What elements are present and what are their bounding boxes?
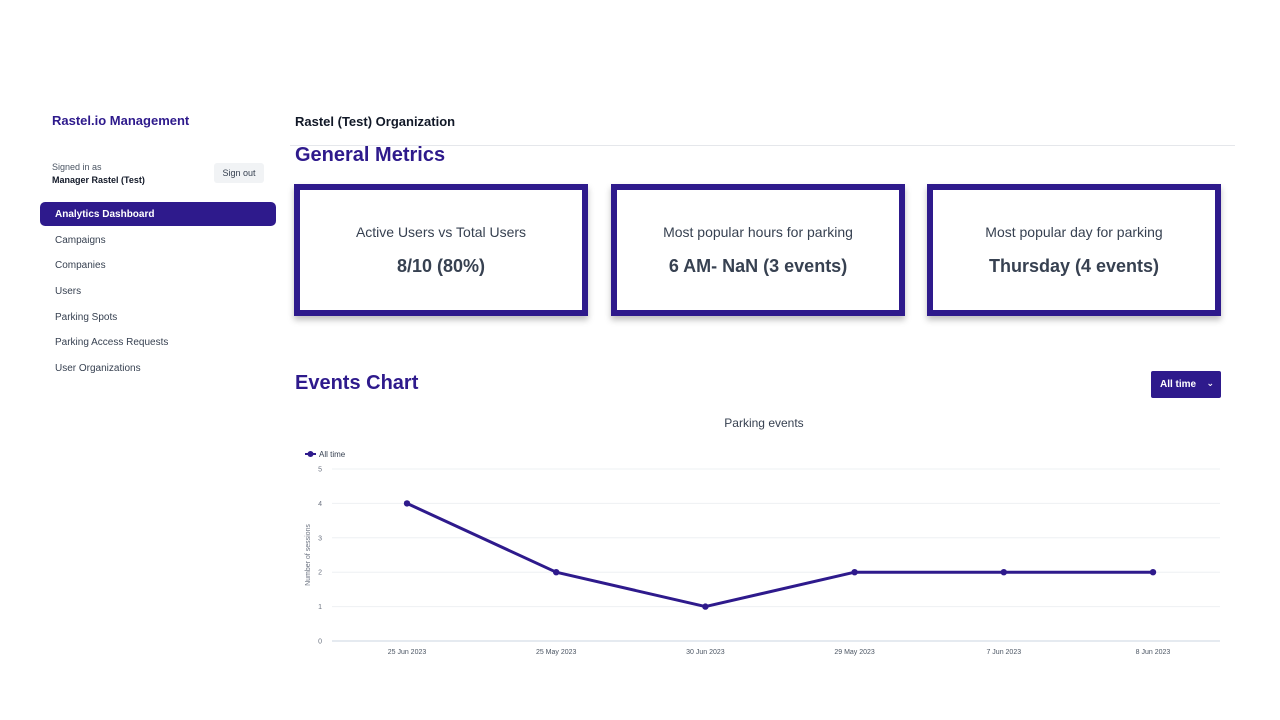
sidebar-item-analytics-dashboard[interactable]: Analytics Dashboard <box>40 202 276 226</box>
legend-swatch-marker <box>307 451 314 457</box>
time-range-label: All time <box>1160 379 1197 390</box>
metric-value: 6 AM- NaN (3 events) <box>668 255 848 276</box>
metric-label: Most popular day for parking <box>985 223 1163 240</box>
y-tick-label: 4 <box>318 501 322 508</box>
x-tick-label: 25 Jun 2023 <box>388 649 427 656</box>
metric-label: Active Users vs Total Users <box>355 223 527 240</box>
header-divider <box>290 145 1235 146</box>
x-tick-label: 8 Jun 2023 <box>1136 649 1171 656</box>
metric-value: 8/10 (80%) <box>396 255 486 276</box>
sidebar-item-campaigns[interactable]: Campaigns <box>55 234 106 246</box>
y-tick-label: 0 <box>318 639 322 646</box>
y-tick-label: 5 <box>318 467 322 474</box>
x-tick-label: 29 May 2023 <box>834 649 875 656</box>
sign-out-button[interactable]: Sign out <box>214 163 264 183</box>
chevron-down-icon: ⌄ <box>1206 378 1214 388</box>
y-tick-label: 2 <box>318 570 322 577</box>
sidebar-item-companies[interactable]: Companies <box>55 260 106 272</box>
sidebar-item-user-organizations[interactable]: User Organizations <box>55 362 141 374</box>
metric-card-popular-day: Most popular day for parking Thursday (4… <box>927 184 1221 316</box>
y-tick-label: 3 <box>318 535 322 542</box>
x-tick-label: 7 Jun 2023 <box>986 649 1021 656</box>
time-range-select[interactable]: All time ⌄ <box>1151 371 1221 398</box>
sidebar-item-parking-spots[interactable]: Parking Spots <box>55 311 118 323</box>
y-tick-label: 1 <box>318 604 322 611</box>
organization-title: Rastel (Test) Organization <box>295 114 456 129</box>
data-point <box>702 603 709 610</box>
sidebar-nav: Analytics Dashboard Campaigns Companies … <box>40 202 276 381</box>
y-axis-label: Number of sessions <box>305 524 312 586</box>
series-line <box>406 502 1153 609</box>
events-chart-title: Events Chart <box>295 372 419 394</box>
sidebar-item-parking-access-requests[interactable]: Parking Access Requests <box>55 337 169 349</box>
signed-in-user: Manager Rastel (Test) <box>52 175 145 185</box>
metric-card-active-users: Active Users vs Total Users 8/10 (80%) <box>294 184 588 316</box>
legend-label: All time <box>319 450 346 459</box>
data-point <box>1000 569 1007 576</box>
app-title: Rastel.io Management <box>52 113 190 128</box>
general-metrics-title: General Metrics <box>295 144 446 166</box>
signed-in-label: Signed in as <box>52 162 102 172</box>
metric-value: Thursday (4 events) <box>988 255 1160 276</box>
data-point <box>851 569 858 576</box>
x-tick-label: 30 Jun 2023 <box>686 649 725 656</box>
sidebar-item-users[interactable]: Users <box>55 286 82 298</box>
data-point <box>403 500 411 507</box>
metric-label: Most popular hours for parking <box>663 223 853 240</box>
metric-card-popular-hours: Most popular hours for parking 6 AM- NaN… <box>611 184 905 316</box>
data-point <box>1149 569 1157 576</box>
chart-title: Parking events <box>724 416 804 430</box>
x-tick-label: 25 May 2023 <box>536 649 577 656</box>
data-point <box>553 569 560 576</box>
